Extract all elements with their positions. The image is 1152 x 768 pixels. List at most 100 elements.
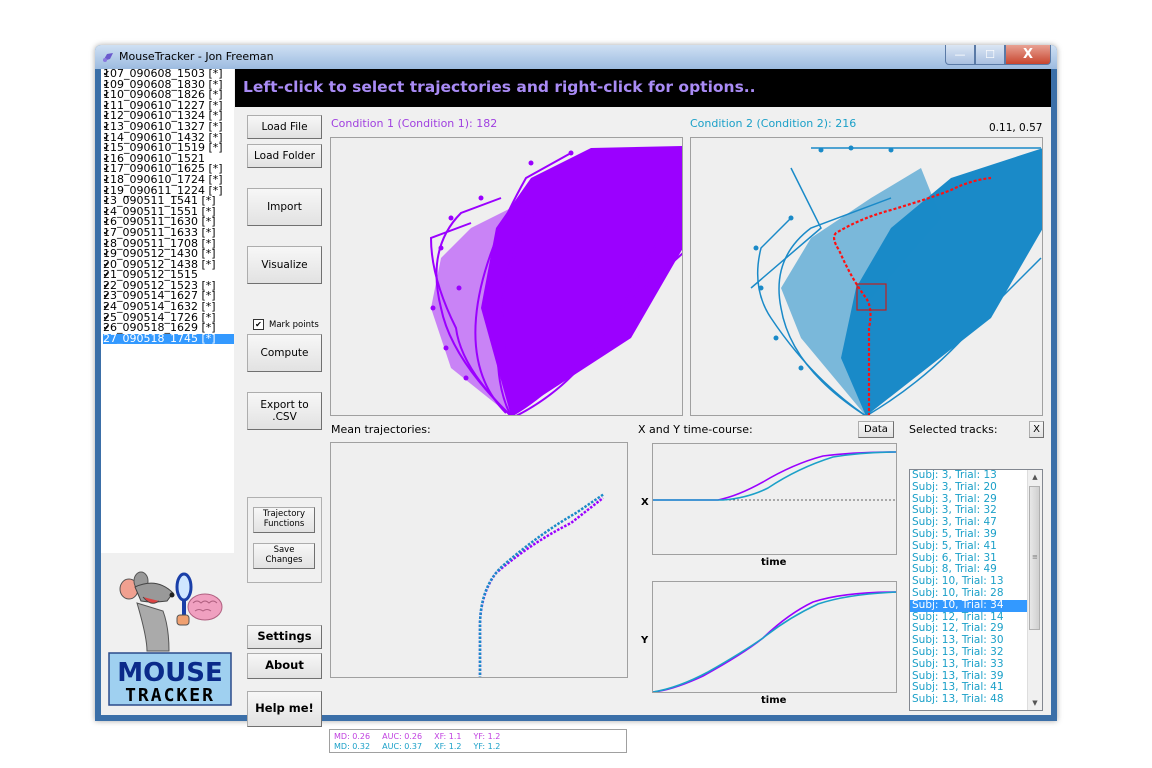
checkbox-checked-icon[interactable]: ✔	[103, 291, 110, 301]
file-list[interactable]: ✔ 107_090608_1503 [*] ✔ 109_090608_1830 [*]…	[101, 69, 234, 553]
visualize-button[interactable]: Visualize	[247, 246, 322, 284]
checkbox-checked-icon[interactable]: ✔	[103, 312, 110, 322]
file-list-item[interactable]: ✔ 24_090514_1632 [*]	[101, 301, 234, 313]
mark-points-checkbox[interactable]: ✔ Mark points	[253, 319, 319, 330]
checkbox-checked-icon[interactable]: ✔	[103, 90, 110, 100]
checkbox-checked-icon[interactable]: ✔	[103, 259, 110, 269]
checkbox-checked-icon[interactable]: ✔	[103, 79, 110, 89]
file-list-item[interactable]: ✔ 22_090512_1523 [*]	[101, 280, 234, 292]
checkbox-checked-icon[interactable]: ✔	[103, 302, 110, 312]
import-button[interactable]: Import	[247, 188, 322, 226]
file-list-item[interactable]: ✔ 113_090610_1327 [*]	[101, 121, 234, 133]
track-list-item[interactable]: Subj: 12, Trial: 14	[912, 610, 1004, 623]
checkbox-checked-icon[interactable]: ✔	[103, 69, 110, 78]
file-list-item[interactable]: ✔ 14_090511_1551 [*]	[101, 206, 234, 218]
load-file-button[interactable]: Load File	[247, 115, 322, 139]
track-list-item[interactable]: Subj: 5, Trial: 41	[912, 539, 997, 552]
checkbox-checked-icon[interactable]: ✔	[103, 270, 110, 280]
checkbox-checked-icon[interactable]: ✔	[103, 111, 110, 121]
compute-button[interactable]: Compute	[247, 334, 322, 372]
track-list-item[interactable]: Subj: 6, Trial: 31	[912, 551, 997, 564]
title-bar[interactable]: MouseTracker - Jon Freeman — ☐ X	[95, 45, 1057, 69]
checkbox-checked-icon[interactable]: ✔	[103, 206, 110, 216]
load-folder-button[interactable]: Load Folder	[247, 144, 322, 168]
data-button[interactable]: Data	[858, 421, 894, 438]
file-list-item[interactable]: ✔27_090518_1745 [*]	[101, 333, 234, 345]
file-list-item[interactable]: ✔ 114_090610_1432 [*]	[101, 132, 234, 144]
checkbox-checked-icon[interactable]: ✔	[103, 249, 110, 259]
track-list-item[interactable]: Subj: 13, Trial: 32	[912, 645, 1004, 658]
checkbox-checked-icon[interactable]: ✔	[103, 153, 110, 163]
close-button[interactable]: X	[1005, 45, 1051, 65]
help-button[interactable]: Help me!	[247, 691, 322, 727]
file-list-item[interactable]: ✔ 20_090512_1438 [*]	[101, 259, 234, 271]
track-list-item[interactable]: Subj: 13, Trial: 48	[912, 693, 1004, 706]
file-list-item[interactable]: ✔ 16_090511_1630 [*]	[101, 217, 234, 228]
condition-1-trajectory-plot[interactable]	[330, 137, 683, 416]
scroll-down-icon[interactable]: ▼	[1032, 699, 1038, 707]
track-list-item[interactable]: Subj: 12, Trial: 29	[912, 622, 1004, 635]
track-list-item[interactable]: Subj: 3, Trial: 47	[912, 516, 997, 529]
trajectory-functions-button[interactable]: Trajectory Functions	[253, 507, 315, 533]
checkbox-checked-icon[interactable]: ✔	[253, 319, 264, 330]
file-list-item[interactable]: ✔ 112_090610_1324 [*]	[101, 111, 234, 122]
track-list-item[interactable]: Subj: 13, Trial: 41	[912, 681, 1004, 694]
track-list-item[interactable]: Subj: 3, Trial: 13	[912, 469, 997, 481]
selection-box	[856, 283, 887, 311]
clear-tracks-button[interactable]: X	[1029, 421, 1044, 438]
file-list-item[interactable]: ✔ 119_090611_1224 [*]	[101, 185, 234, 197]
file-list-item[interactable]: ✔ 26_090518_1629 [*]	[101, 322, 234, 334]
track-list-item[interactable]: Subj: 8, Trial: 49	[912, 563, 997, 576]
file-list-item[interactable]: ✔ 116_090610_1521	[101, 153, 234, 165]
file-list-item[interactable]: ✔ 110_090608_1826 [*]	[101, 89, 234, 101]
file-list-item[interactable]: ✔ 19_090512_1430 [*]	[101, 248, 234, 260]
track-list-item[interactable]: Subj: 13, Trial: 39	[912, 669, 1004, 682]
checkbox-checked-icon[interactable]: ✔	[103, 217, 110, 227]
checkbox-checked-icon[interactable]: ✔	[103, 227, 110, 237]
file-list-item[interactable]: ✔ 115_090610_1519 [*]	[101, 142, 234, 154]
checkbox-checked-icon[interactable]: ✔	[103, 185, 110, 195]
file-list-item[interactable]: ✔ 13_090511_1541 [*]	[101, 195, 234, 207]
track-list-item[interactable]: Subj: 13, Trial: 30	[912, 634, 1004, 647]
track-list-item[interactable]: Subj: 3, Trial: 32	[912, 504, 997, 517]
track-list-item[interactable]: Subj: 10, Trial: 34	[910, 599, 1028, 612]
checkbox-checked-icon[interactable]: ✔	[103, 143, 110, 153]
checkbox-checked-icon[interactable]: ✔	[103, 280, 110, 290]
checkbox-checked-icon[interactable]: ✔	[103, 132, 110, 142]
track-list-item[interactable]: Subj: 13, Trial: 33	[912, 657, 1004, 670]
track-list-item[interactable]: Subj: 3, Trial: 20	[912, 480, 997, 493]
file-list-item[interactable]: ✔ 117_090610_1625 [*]	[101, 164, 234, 175]
checkbox-checked-icon[interactable]: ✔	[103, 164, 110, 174]
track-list-item[interactable]: Subj: 10, Trial: 28	[912, 586, 1004, 599]
file-list-item[interactable]: ✔ 17_090511_1633 [*]	[101, 227, 234, 239]
save-changes-button[interactable]: Save Changes	[253, 543, 315, 569]
about-button[interactable]: About	[247, 653, 322, 679]
export-csv-button[interactable]: Export to .CSV	[247, 392, 322, 430]
file-list-item[interactable]: ✔ 23_090514_1627 [*]	[101, 291, 234, 302]
tracks-scrollbar[interactable]: ▲ ≡ ▼	[1027, 470, 1042, 710]
checkbox-checked-icon[interactable]: ✔	[103, 238, 110, 248]
file-list-item[interactable]: ✔ 107_090608_1503 [*]	[101, 69, 234, 80]
scroll-thumb[interactable]: ≡	[1029, 486, 1040, 630]
track-list-item[interactable]: Subj: 3, Trial: 29	[912, 492, 997, 505]
file-list-item[interactable]: ✔ 118_090610_1724 [*]	[101, 174, 234, 186]
file-list-item[interactable]: ✔ 21_090512_1515	[101, 269, 234, 281]
scroll-up-icon[interactable]: ▲	[1032, 473, 1038, 481]
file-list-item[interactable]: ✔ 25_090514_1726 [*]	[101, 312, 234, 324]
file-list-item[interactable]: ✔ 18_090511_1708 [*]	[101, 238, 234, 250]
selected-tracks-list[interactable]: Subj: 3, Trial: 13 Subj: 3, Trial: 20 Subj…	[909, 469, 1043, 711]
checkbox-checked-icon[interactable]: ✔	[103, 174, 110, 184]
checkbox-checked-icon[interactable]: ✔	[103, 323, 110, 333]
condition-2-trajectory-plot[interactable]	[690, 137, 1043, 416]
file-list-item[interactable]: ✔ 111_090610_1227 [*]	[101, 100, 234, 112]
maximize-button[interactable]: ☐	[975, 45, 1005, 65]
checkbox-checked-icon[interactable]: ✔	[103, 100, 110, 110]
checkbox-checked-icon[interactable]: ✔	[103, 121, 110, 131]
settings-button[interactable]: Settings	[247, 625, 322, 649]
minimize-button[interactable]: —	[945, 45, 975, 65]
track-list-item[interactable]: Subj: 10, Trial: 13	[912, 575, 1004, 588]
checkbox-checked-icon[interactable]: ✔	[103, 196, 110, 206]
mean-trajectories-plot[interactable]	[330, 442, 628, 678]
file-list-item[interactable]: ✔ 109_090608_1830 [*]	[101, 79, 234, 91]
track-list-item[interactable]: Subj: 5, Trial: 39	[912, 527, 997, 540]
